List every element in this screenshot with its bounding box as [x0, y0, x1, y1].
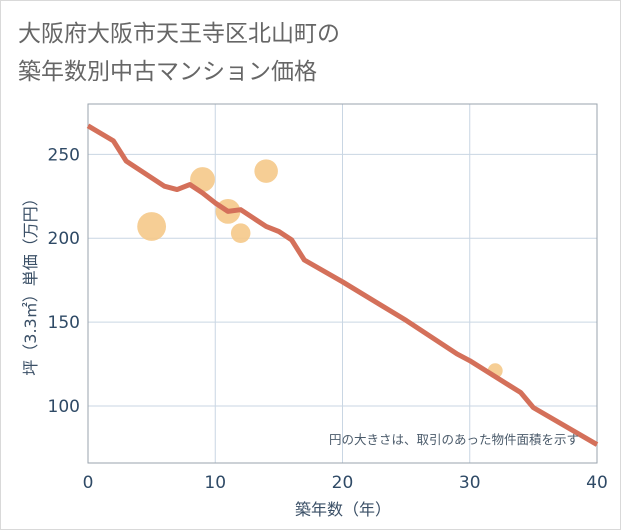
x-tick-label: 30	[459, 473, 481, 493]
bubble-point	[254, 159, 278, 183]
title-line-1: 大阪府大阪市天王寺区北山町の	[18, 21, 340, 47]
y-tick-label: 150	[48, 313, 80, 333]
chart-title: 大阪府大阪市天王寺区北山町の 築年数別中古マンション価格	[18, 15, 340, 91]
y-tick-label: 200	[48, 229, 80, 249]
bubble-point	[230, 223, 251, 243]
x-axis-label: 築年数（年）	[295, 500, 391, 519]
annotation-note: 円の大きさは、取引のあった物件面積を示す	[329, 432, 579, 447]
y-tick-label: 250	[48, 145, 80, 165]
title-line-2: 築年数別中古マンション価格	[18, 59, 317, 85]
x-tick-label: 10	[204, 473, 226, 493]
x-tick-label: 20	[332, 473, 354, 493]
plot-frame	[87, 103, 598, 464]
y-axis-label: 坪（3.3㎡）単価（万円）	[21, 190, 40, 375]
bubble-point	[190, 167, 215, 192]
bubble-point	[137, 212, 167, 241]
x-tick-label: 40	[586, 473, 608, 493]
trend-line	[86, 123, 599, 447]
y-tick-label: 100	[48, 397, 80, 417]
x-tick-label: 0	[83, 473, 94, 493]
